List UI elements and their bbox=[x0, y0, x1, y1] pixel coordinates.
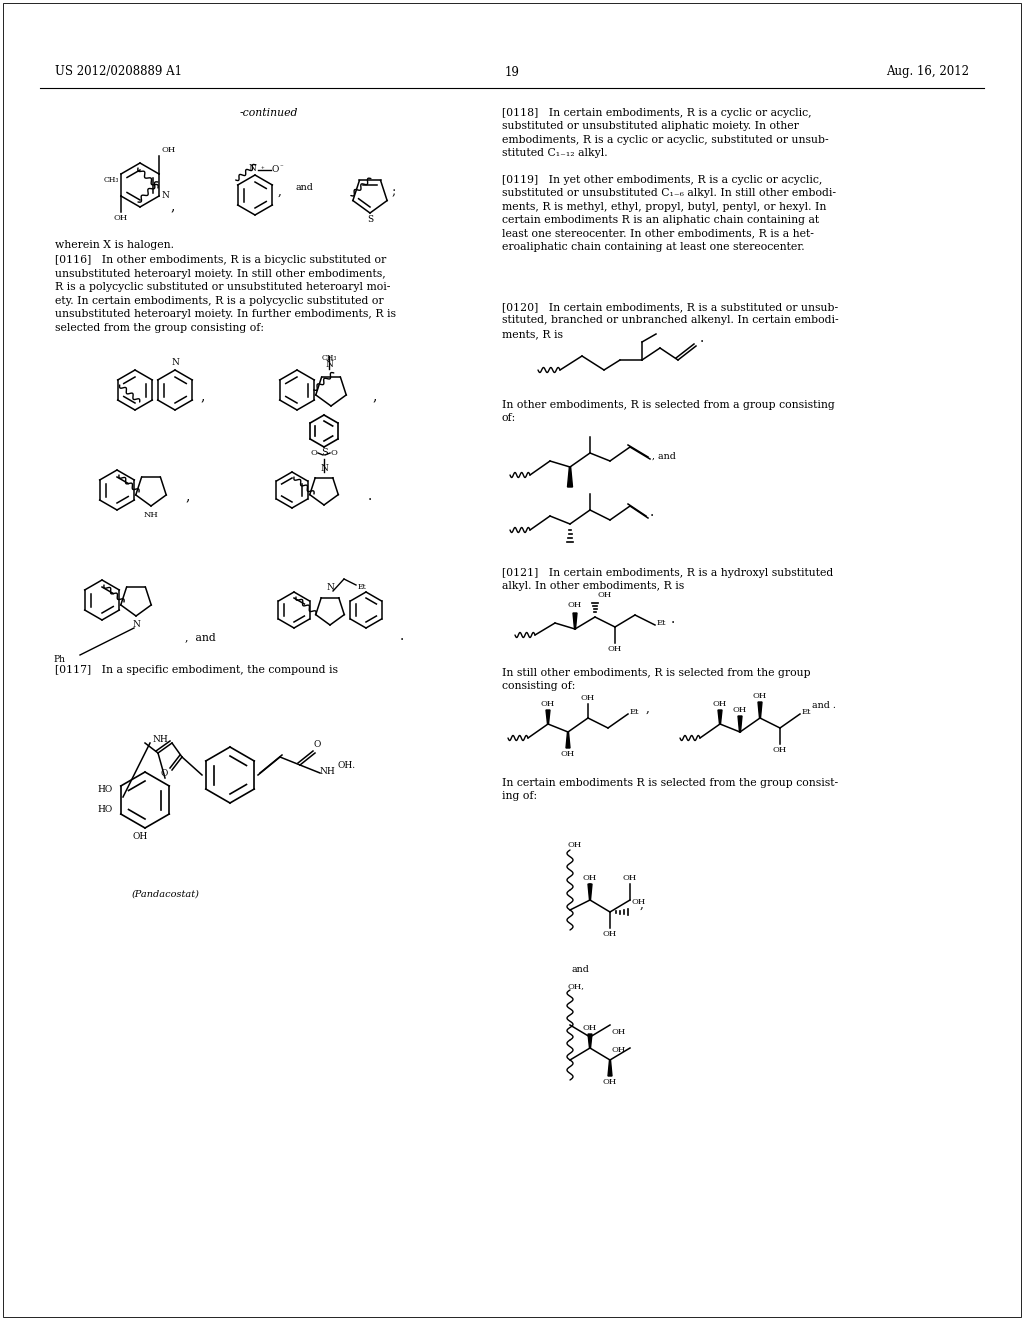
Text: .: . bbox=[368, 488, 373, 503]
Text: OH: OH bbox=[161, 147, 175, 154]
Text: HO: HO bbox=[97, 805, 113, 814]
Text: S: S bbox=[367, 215, 373, 224]
Text: .: . bbox=[671, 612, 675, 626]
Text: ,: , bbox=[278, 185, 282, 198]
Text: N: N bbox=[321, 465, 328, 473]
Text: S: S bbox=[321, 447, 328, 457]
Text: O: O bbox=[310, 449, 317, 457]
Polygon shape bbox=[738, 715, 742, 733]
Text: NH: NH bbox=[143, 511, 159, 519]
Text: (Pandacostat): (Pandacostat) bbox=[131, 890, 199, 899]
Polygon shape bbox=[608, 1060, 612, 1076]
Text: O: O bbox=[161, 768, 168, 777]
Text: CH₃: CH₃ bbox=[322, 354, 337, 362]
Text: Ph: Ph bbox=[53, 656, 65, 664]
Text: OH: OH bbox=[581, 694, 595, 702]
Text: O: O bbox=[313, 741, 321, 748]
Polygon shape bbox=[573, 612, 577, 630]
Polygon shape bbox=[588, 1034, 592, 1048]
Text: OH: OH bbox=[623, 874, 637, 882]
Text: O: O bbox=[331, 449, 338, 457]
Text: [0119]   In yet other embodiments, R is a cyclic or acyclic,
substituted or unsu: [0119] In yet other embodiments, R is a … bbox=[502, 176, 836, 252]
Polygon shape bbox=[588, 884, 592, 900]
Text: OH: OH bbox=[632, 898, 646, 906]
Text: OH: OH bbox=[612, 1045, 627, 1053]
Text: OH: OH bbox=[713, 700, 727, 708]
Text: N: N bbox=[248, 164, 256, 173]
Text: OH: OH bbox=[612, 1028, 627, 1036]
Text: OH: OH bbox=[541, 700, 555, 708]
Text: O: O bbox=[272, 165, 280, 174]
Text: OH: OH bbox=[583, 1024, 597, 1032]
Text: [0117]   In a specific embodiment, the compound is: [0117] In a specific embodiment, the com… bbox=[55, 665, 338, 675]
Text: and .: and . bbox=[812, 701, 836, 710]
Text: .: . bbox=[650, 506, 654, 519]
Text: CH₃: CH₃ bbox=[103, 176, 119, 183]
Text: ⁻: ⁻ bbox=[280, 164, 284, 170]
Text: US 2012/0208889 A1: US 2012/0208889 A1 bbox=[55, 66, 182, 78]
Text: N: N bbox=[132, 620, 140, 630]
Text: -continued: -continued bbox=[240, 108, 299, 117]
Text: OH: OH bbox=[568, 841, 583, 849]
Text: OH: OH bbox=[603, 1078, 617, 1086]
Text: ;: ; bbox=[391, 185, 395, 198]
Polygon shape bbox=[546, 710, 550, 723]
Text: [0118]   In certain embodiments, R is a cyclic or acyclic,
substituted or unsubs: [0118] In certain embodiments, R is a cy… bbox=[502, 108, 828, 158]
Text: .: . bbox=[400, 630, 404, 643]
Text: NH: NH bbox=[319, 767, 336, 776]
Polygon shape bbox=[718, 710, 722, 723]
Text: ,: , bbox=[372, 389, 377, 403]
Text: OH: OH bbox=[561, 750, 575, 758]
Text: .: . bbox=[700, 331, 705, 345]
Text: HO: HO bbox=[97, 785, 113, 795]
Text: ,  and: , and bbox=[185, 632, 216, 642]
Text: ,: , bbox=[646, 702, 650, 715]
Polygon shape bbox=[566, 733, 570, 748]
Text: OH: OH bbox=[733, 706, 748, 714]
Text: ,: , bbox=[170, 199, 174, 213]
Text: OH: OH bbox=[603, 931, 617, 939]
Text: N: N bbox=[161, 191, 169, 201]
Text: OH: OH bbox=[773, 746, 787, 754]
Polygon shape bbox=[758, 702, 762, 718]
Text: Et: Et bbox=[630, 708, 640, 715]
Text: OH: OH bbox=[597, 591, 611, 599]
Text: OH: OH bbox=[753, 692, 767, 700]
Text: OH.: OH. bbox=[338, 760, 356, 770]
Text: In certain embodiments R is selected from the group consist-
ing of:: In certain embodiments R is selected fro… bbox=[502, 777, 838, 801]
Text: 19: 19 bbox=[505, 66, 519, 78]
Text: wherein X is halogen.: wherein X is halogen. bbox=[55, 240, 174, 249]
Text: ,: , bbox=[185, 488, 189, 503]
Text: In still other embodiments, R is selected from the group
consisting of:: In still other embodiments, R is selecte… bbox=[502, 668, 811, 692]
Text: OH: OH bbox=[114, 214, 128, 222]
Text: Et: Et bbox=[358, 583, 367, 591]
Text: N: N bbox=[325, 360, 333, 370]
Text: [0120]   In certain embodiments, R is a substituted or unsub-
stituted, branched: [0120] In certain embodiments, R is a su… bbox=[502, 302, 839, 339]
Text: OH,: OH, bbox=[568, 982, 585, 990]
Text: ,: , bbox=[200, 389, 205, 403]
Text: OH: OH bbox=[583, 874, 597, 882]
Text: OH: OH bbox=[608, 645, 623, 653]
Text: Et: Et bbox=[802, 708, 811, 715]
Text: OH: OH bbox=[568, 601, 582, 609]
Text: and: and bbox=[572, 965, 590, 974]
Text: [0121]   In certain embodiments, R is a hydroxyl substituted
alkyl. In other emb: [0121] In certain embodiments, R is a hy… bbox=[502, 568, 834, 591]
Text: ,: , bbox=[640, 898, 644, 911]
Text: OH: OH bbox=[132, 832, 147, 841]
Text: [0116]   In other embodiments, R is a bicyclic substituted or
unsubstituted hete: [0116] In other embodiments, R is a bicy… bbox=[55, 255, 396, 333]
Text: Aug. 16, 2012: Aug. 16, 2012 bbox=[886, 66, 969, 78]
Polygon shape bbox=[567, 467, 572, 487]
Text: Et: Et bbox=[657, 619, 667, 627]
Text: In other embodiments, R is selected from a group consisting
of:: In other embodiments, R is selected from… bbox=[502, 400, 835, 424]
Text: N: N bbox=[326, 583, 334, 591]
Text: and: and bbox=[295, 183, 313, 191]
Text: NH: NH bbox=[153, 734, 168, 743]
Text: , and: , and bbox=[652, 451, 676, 461]
Text: N: N bbox=[171, 358, 179, 367]
Text: ⁺: ⁺ bbox=[261, 168, 265, 173]
